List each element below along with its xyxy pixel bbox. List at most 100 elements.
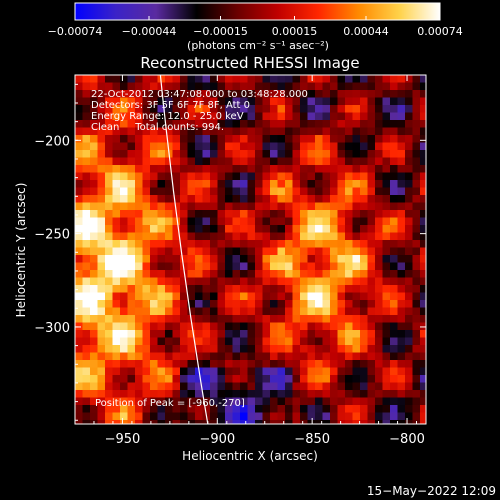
heatmap-cell (165, 172, 173, 181)
heatmap-cell (375, 240, 383, 248)
heatmap-cell (367, 405, 376, 413)
heatmap-cell (150, 217, 158, 226)
heatmap-cell (337, 405, 346, 413)
heatmap-cell (172, 135, 181, 143)
heatmap-cell (210, 120, 218, 128)
heatmap-cell (127, 210, 136, 218)
heatmap-cell (157, 120, 166, 128)
heatmap-cell (367, 397, 376, 406)
heatmap-cell (195, 345, 203, 353)
heatmap-cell (240, 420, 248, 424)
heatmap-cell (142, 217, 151, 226)
heatmap-cell (345, 210, 353, 218)
heatmap-cell (142, 270, 151, 278)
heatmap-cell (277, 75, 286, 83)
heatmap-cell (405, 390, 413, 398)
heatmap-cell (105, 135, 113, 143)
heatmap-cell (300, 210, 308, 218)
heatmap-cell (382, 135, 391, 143)
heatmap-cell (150, 142, 158, 151)
heatmap-cell (135, 345, 143, 353)
heatmap-cell (97, 157, 106, 166)
heatmap-cell (375, 337, 383, 346)
heatmap-cell (172, 352, 181, 361)
heatmap-cell (232, 360, 241, 368)
heatmap-cell (420, 292, 426, 301)
heatmap-cell (270, 367, 278, 376)
heatmap-cell (135, 367, 143, 376)
heatmap-cell (285, 202, 293, 211)
heatmap-cell (277, 180, 286, 188)
heatmap-cell (232, 217, 241, 226)
heatmap-cell (90, 105, 98, 113)
heatmap-cell (150, 105, 158, 113)
heatmap-cell (360, 345, 368, 353)
heatmap-cell (232, 292, 241, 301)
heatmap-cell (330, 412, 338, 421)
heatmap-cell (105, 217, 113, 226)
heatmap-cell (412, 292, 421, 301)
heatmap-cell (382, 105, 391, 113)
heatmap-cell (210, 75, 218, 83)
heatmap-cell (210, 165, 218, 173)
heatmap-cell (412, 345, 421, 353)
heatmap-cell (390, 262, 398, 271)
heatmap-cell (382, 390, 391, 398)
heatmap-cell (195, 397, 203, 406)
heatmap-cell (315, 150, 323, 158)
heatmap-cell (97, 360, 106, 368)
heatmap-cell (90, 210, 98, 218)
heatmap-cell (300, 262, 308, 271)
heatmap-cell (247, 112, 256, 121)
heatmap-cell (82, 82, 91, 91)
heatmap-cell (82, 315, 91, 323)
heatmap-cell (172, 255, 181, 263)
heatmap-cell (345, 135, 353, 143)
heatmap-cell (225, 82, 233, 91)
heatmap-cell (172, 120, 181, 128)
heatmap-cell (367, 157, 376, 166)
heatmap-cell (390, 367, 398, 376)
heatmap-cell (285, 187, 293, 196)
heatmap-cell (210, 202, 218, 211)
heatmap-cell (300, 412, 308, 421)
heatmap-cell (157, 390, 166, 398)
heatmap-cell (165, 405, 173, 413)
heatmap-cell (195, 187, 203, 196)
heatmap-cell (270, 187, 278, 196)
heatmap-cell (315, 142, 323, 151)
heatmap-cell (142, 255, 151, 263)
info-line-time: 22-Oct-2012 03:47:08.000 to 03:48:28.000 (91, 89, 308, 100)
heatmap-cell (112, 352, 121, 361)
heatmap-cell (382, 210, 391, 218)
heatmap-cell (127, 367, 136, 376)
heatmap-cell (165, 105, 173, 113)
heatmap-cell (405, 360, 413, 368)
heatmap-cell (112, 412, 121, 421)
heatmap-cell (105, 225, 113, 233)
heatmap-cell (217, 412, 226, 421)
heatmap-cell (112, 322, 121, 331)
heatmap-cell (210, 172, 218, 181)
heatmap-cell (120, 142, 128, 151)
heatmap-cell (270, 217, 278, 226)
heatmap-cell (90, 375, 98, 383)
heatmap-cell (277, 300, 286, 308)
heatmap-cell (240, 367, 248, 376)
heatmap-cell (397, 75, 406, 83)
heatmap-cell (337, 412, 346, 421)
heatmap-cell (120, 180, 128, 188)
heatmap-cell (217, 292, 226, 301)
heatmap-cell (172, 127, 181, 136)
heatmap-cell (195, 270, 203, 278)
heatmap-cell (112, 300, 121, 308)
heatmap-cell (232, 285, 241, 293)
heatmap-cell (360, 382, 368, 391)
heatmap-cell (217, 142, 226, 151)
heatmap-cell (120, 172, 128, 181)
heatmap-cell (330, 210, 338, 218)
heatmap-cell (337, 367, 346, 376)
heatmap-cell (247, 217, 256, 226)
heatmap-cell (97, 412, 106, 421)
